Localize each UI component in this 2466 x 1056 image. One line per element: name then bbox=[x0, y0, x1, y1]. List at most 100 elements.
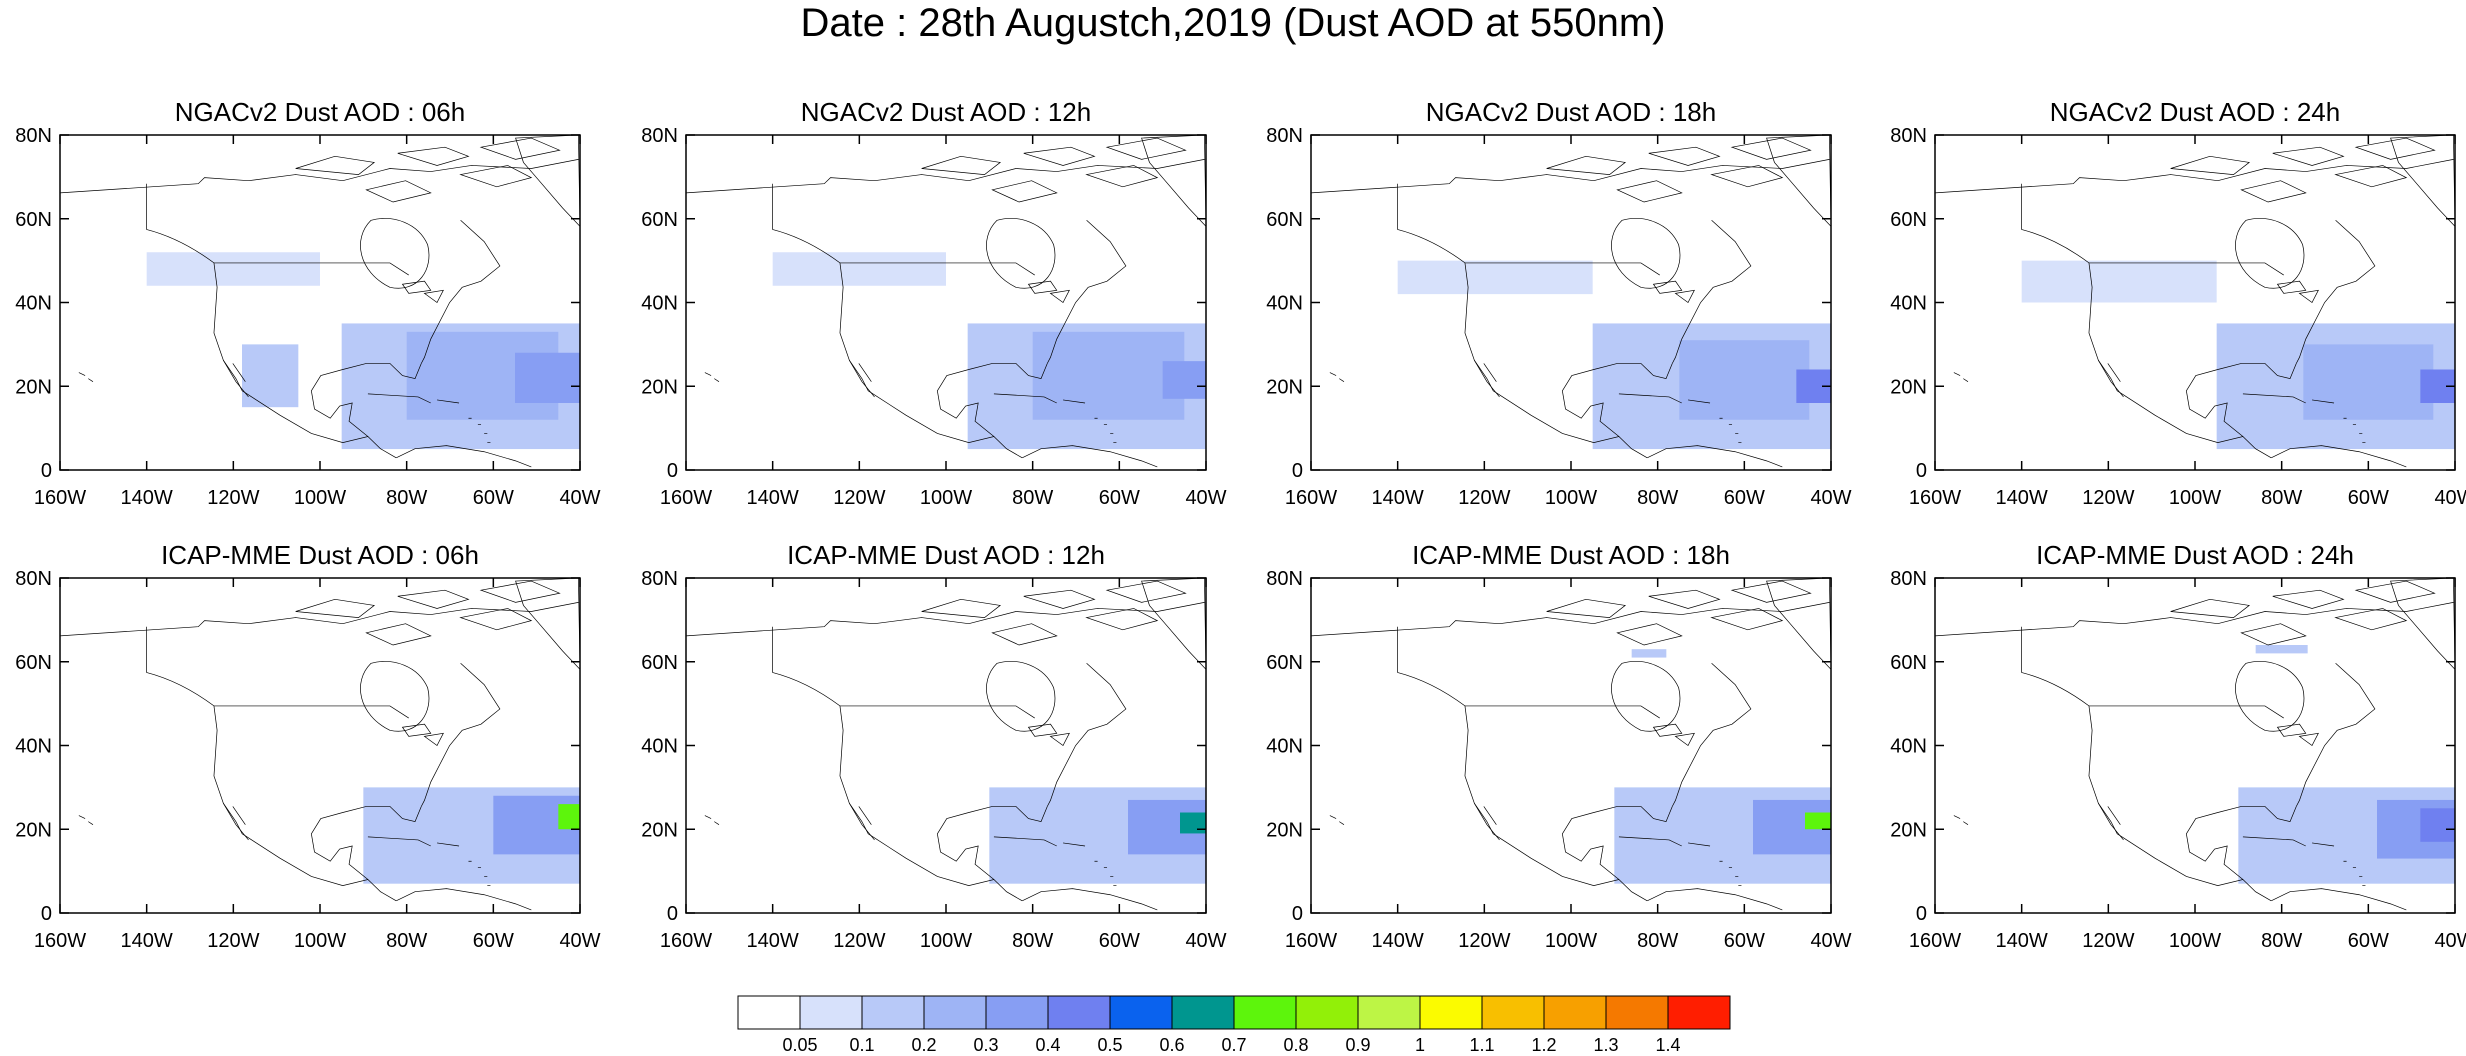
colorbar-swatch bbox=[1419, 995, 1483, 1030]
dust-plume bbox=[1397, 260, 1593, 295]
lon-tick-label: 80W bbox=[1012, 487, 1053, 509]
lat-tick-label: 80N bbox=[641, 125, 678, 147]
lat-tick-label: 60N bbox=[15, 652, 52, 674]
lon-tick-label: 100W bbox=[2169, 487, 2221, 509]
dust-plume bbox=[1679, 340, 1810, 420]
dust-plume bbox=[242, 344, 299, 408]
colorbar-label: 0.05 bbox=[782, 1035, 817, 1055]
lat-tick-label: 20N bbox=[641, 819, 678, 841]
dust-plume bbox=[1162, 361, 1206, 399]
dust-plume bbox=[146, 252, 320, 286]
colorbar-label: 1.3 bbox=[1593, 1035, 1618, 1055]
lon-tick-label: 140W bbox=[1372, 930, 1424, 952]
lon-tick-label: 60W bbox=[1724, 487, 1765, 509]
lon-tick-label: 60W bbox=[1099, 930, 1140, 952]
dust-plume bbox=[558, 804, 580, 830]
lon-tick-label: 100W bbox=[1545, 487, 1597, 509]
panel-title: NGACv2 Dust AOD : 18h bbox=[1426, 97, 1716, 127]
lon-tick-label: 60W bbox=[2348, 930, 2389, 952]
lon-tick-label: 140W bbox=[747, 930, 799, 952]
lon-tick-label: 160W bbox=[1285, 487, 1337, 509]
lat-tick-label: 0 bbox=[41, 903, 52, 925]
main-title: Date : 28th Augustch,2019 (Dust AOD at 5… bbox=[800, 1, 1666, 45]
lon-tick-label: 120W bbox=[207, 487, 259, 509]
lon-tick-label: 80W bbox=[2261, 487, 2302, 509]
lon-tick-label: 120W bbox=[1458, 487, 1510, 509]
lat-tick-label: 40N bbox=[1266, 293, 1303, 315]
colorbar-label: 0.7 bbox=[1221, 1035, 1246, 1055]
lon-tick-label: 60W bbox=[1724, 930, 1765, 952]
lon-tick-label: 40W bbox=[559, 487, 600, 509]
lon-tick-label: 140W bbox=[121, 930, 173, 952]
lat-tick-label: 0 bbox=[1292, 903, 1303, 925]
lon-tick-label: 120W bbox=[833, 930, 885, 952]
lat-tick-label: 40N bbox=[15, 293, 52, 315]
lat-tick-label: 40N bbox=[1890, 293, 1927, 315]
lat-tick-label: 0 bbox=[1916, 903, 1927, 925]
map-panel: ICAP-MME Dust AOD : 24h 0 20N 40N 60N 80N 160W… bbox=[1890, 540, 2466, 952]
lat-tick-label: 40N bbox=[1266, 736, 1303, 758]
dust-plume bbox=[2303, 344, 2434, 420]
lon-tick-label: 100W bbox=[294, 487, 346, 509]
colorbar-swatch bbox=[1667, 995, 1731, 1030]
map-panel: NGACv2 Dust AOD : 12h 0 20N 40N 60N 80N 160W 14… bbox=[641, 97, 1226, 509]
colorbar: 0.05 0.1 0.2 0.3 0.4 0.5 0.6 0.7 0.8 0.9 1 1.1 1.2 1.… bbox=[737, 995, 1731, 1055]
panel-title: NGACv2 Dust AOD : 24h bbox=[2050, 97, 2340, 127]
colorbar-swatch bbox=[1481, 995, 1545, 1030]
colorbar-label: 0.1 bbox=[849, 1035, 874, 1055]
lon-tick-label: 140W bbox=[1996, 487, 2048, 509]
lon-tick-label: 40W bbox=[1185, 487, 1226, 509]
dust-plume bbox=[1032, 331, 1185, 420]
lat-tick-label: 80N bbox=[1890, 568, 1927, 590]
map-panel: NGACv2 Dust AOD : 18h 0 20N 40N 60N 80N 160W 14… bbox=[1266, 97, 1851, 509]
lon-tick-label: 160W bbox=[660, 930, 712, 952]
lon-tick-label: 40W bbox=[2434, 930, 2466, 952]
lat-tick-label: 0 bbox=[667, 460, 678, 482]
lon-tick-label: 60W bbox=[2348, 487, 2389, 509]
lon-tick-label: 160W bbox=[1909, 930, 1961, 952]
lon-tick-label: 120W bbox=[2082, 930, 2134, 952]
dust-plume bbox=[1805, 812, 1831, 830]
lon-tick-label: 140W bbox=[1372, 487, 1424, 509]
lon-tick-label: 40W bbox=[1810, 930, 1851, 952]
map-panel: NGACv2 Dust AOD : 06h 0 20N 40N 60N 80N 160W 14… bbox=[15, 97, 600, 509]
colorbar-label: 0.2 bbox=[911, 1035, 936, 1055]
lat-tick-label: 80N bbox=[1266, 568, 1303, 590]
lat-tick-label: 20N bbox=[641, 376, 678, 398]
map-panel: ICAP-MME Dust AOD : 06h 0 20N 40N 60N 80N 160W… bbox=[15, 540, 600, 952]
lon-tick-label: 160W bbox=[34, 487, 86, 509]
map-panel: ICAP-MME Dust AOD : 12h 0 20N 40N 60N 80N 160W… bbox=[641, 540, 1226, 952]
lon-tick-label: 80W bbox=[1012, 930, 1053, 952]
lon-tick-label: 80W bbox=[386, 930, 427, 952]
lat-tick-label: 20N bbox=[15, 376, 52, 398]
lat-tick-label: 0 bbox=[1292, 460, 1303, 482]
panel-title: ICAP-MME Dust AOD : 24h bbox=[2036, 540, 2354, 570]
colorbar-label: 1.4 bbox=[1655, 1035, 1680, 1055]
lat-tick-label: 80N bbox=[641, 568, 678, 590]
dust-plume bbox=[515, 352, 580, 403]
lon-tick-label: 160W bbox=[34, 930, 86, 952]
lat-tick-label: 60N bbox=[1890, 209, 1927, 231]
lon-tick-label: 80W bbox=[2261, 930, 2302, 952]
colorbar-label: 1 bbox=[1415, 1035, 1425, 1055]
lon-tick-label: 120W bbox=[2082, 487, 2134, 509]
lat-tick-label: 40N bbox=[641, 736, 678, 758]
lat-tick-label: 20N bbox=[1890, 819, 1927, 841]
lon-tick-label: 120W bbox=[207, 930, 259, 952]
colorbar-swatch bbox=[1171, 995, 1235, 1030]
lat-tick-label: 20N bbox=[15, 819, 52, 841]
lon-tick-label: 80W bbox=[386, 487, 427, 509]
colorbar-swatch bbox=[1605, 995, 1669, 1030]
dust-plume bbox=[772, 252, 946, 286]
lat-tick-label: 20N bbox=[1266, 376, 1303, 398]
lon-tick-label: 60W bbox=[1099, 487, 1140, 509]
lat-tick-label: 60N bbox=[1266, 209, 1303, 231]
dust-plume bbox=[2255, 645, 2308, 654]
colorbar-swatch bbox=[1109, 995, 1173, 1030]
lon-tick-label: 100W bbox=[1545, 930, 1597, 952]
lat-tick-label: 80N bbox=[15, 125, 52, 147]
lat-tick-label: 20N bbox=[1266, 819, 1303, 841]
map-panel: NGACv2 Dust AOD : 24h 0 20N 40N 60N 80N 160W 14… bbox=[1890, 97, 2466, 509]
lat-tick-label: 60N bbox=[1266, 652, 1303, 674]
colorbar-swatch bbox=[1295, 995, 1359, 1030]
